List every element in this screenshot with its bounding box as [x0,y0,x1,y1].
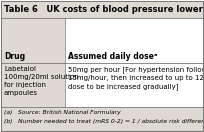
Bar [1,1,203,18]
Text: Drug: Drug [4,52,25,61]
Text: (b)   Number needed to treat (mRS 0-2) = 1 / absolute risk difference = 1/0.026 : (b) Number needed to treat (mRS 0-2) = 1… [4,119,204,124]
Bar [1,18,65,50]
Bar [1,107,203,131]
Bar [1,50,65,63]
Bar [65,50,203,63]
Text: 50mg per hour [For hypertension following MI
15mg/hour, then increased to up to : 50mg per hour [For hypertension followin… [68,66,204,89]
Bar [65,18,203,50]
Bar [1,63,65,107]
Bar [65,63,203,107]
Text: Assumed daily doseᵃ: Assumed daily doseᵃ [68,52,157,61]
Text: Table 6   UK costs of blood pressure lowering with labetalol: Table 6 UK costs of blood pressure lower… [4,5,204,14]
Text: (a)   Source: British National Formulary: (a) Source: British National Formulary [4,110,121,115]
Text: Labetalol
100mg/20ml solution
for injection
ampoules: Labetalol 100mg/20ml solution for inject… [4,66,79,96]
